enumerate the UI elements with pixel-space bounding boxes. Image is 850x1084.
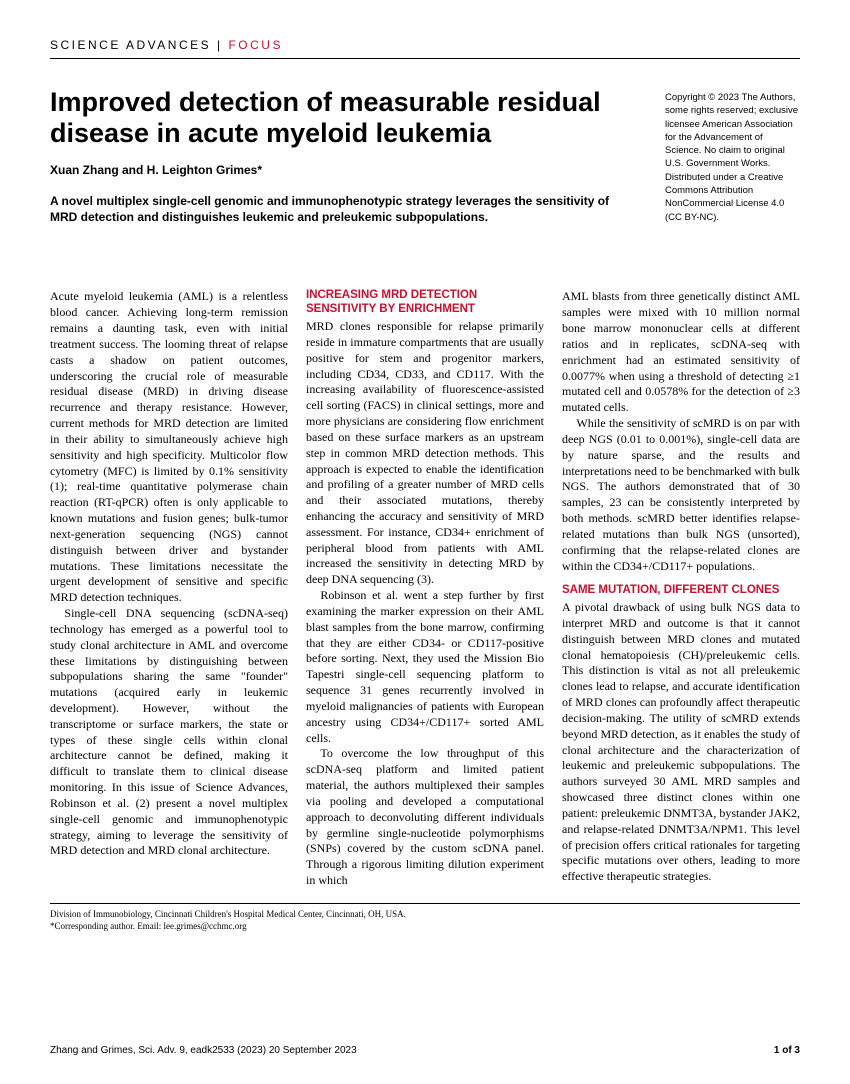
header-separator: | — [211, 38, 228, 52]
section-heading: INCREASING MRD DETECTION SENSITIVITY BY … — [306, 289, 544, 317]
body-columns: Acute myeloid leukemia (AML) is a relent… — [50, 289, 800, 888]
page-footer: Zhang and Grimes, Sci. Adv. 9, eadk2533 … — [50, 1045, 800, 1056]
journal-name: SCIENCE ADVANCES — [50, 38, 211, 52]
body-paragraph: Single-cell DNA sequencing (scDNA-seq) t… — [50, 606, 288, 859]
column-2: INCREASING MRD DETECTION SENSITIVITY BY … — [306, 289, 544, 888]
body-paragraph: Acute myeloid leukemia (AML) is a relent… — [50, 289, 288, 606]
section-label: FOCUS — [228, 38, 283, 52]
corresponding-author: *Corresponding author. Email: lee.grimes… — [50, 920, 800, 932]
body-paragraph: Robinson et al. went a step further by f… — [306, 588, 544, 746]
section-heading: SAME MUTATION, DIFFERENT CLONES — [562, 584, 800, 598]
title-block: Improved detection of measurable residua… — [50, 87, 800, 225]
affiliation-line: Division of Immunobiology, Cincinnati Ch… — [50, 908, 800, 920]
body-paragraph: To overcome the low throughput of this s… — [306, 746, 544, 888]
body-paragraph: MRD clones responsible for relapse prima… — [306, 319, 544, 588]
abstract: A novel multiplex single-cell genomic an… — [50, 193, 620, 225]
page-number: 1 of 3 — [774, 1045, 800, 1056]
article-title: Improved detection of measurable residua… — [50, 87, 645, 149]
affiliation-block: Division of Immunobiology, Cincinnati Ch… — [50, 903, 800, 932]
column-3: AML blasts from three genetically distin… — [562, 289, 800, 888]
body-paragraph: While the sensitivity of scMRD is on par… — [562, 416, 800, 574]
journal-header: SCIENCE ADVANCES | FOCUS — [50, 38, 800, 59]
title-main: Improved detection of measurable residua… — [50, 87, 645, 225]
body-paragraph: AML blasts from three genetically distin… — [562, 289, 800, 416]
body-paragraph: A pivotal drawback of using bulk NGS dat… — [562, 600, 800, 885]
authors: Xuan Zhang and H. Leighton Grimes* — [50, 163, 645, 177]
column-1: Acute myeloid leukemia (AML) is a relent… — [50, 289, 288, 888]
footer-citation: Zhang and Grimes, Sci. Adv. 9, eadk2533 … — [50, 1045, 357, 1056]
copyright-block: Copyright © 2023 The Authors, some right… — [665, 87, 800, 225]
